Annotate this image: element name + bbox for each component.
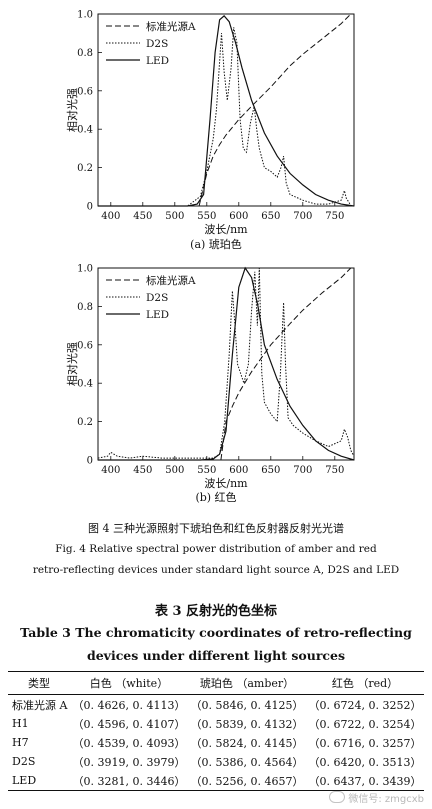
cell-amber: （0. 5256, 0. 4657） [190, 774, 304, 788]
chart-svg: 400 450 500 550 600 650 700 750 0 0.2 0.4 0.6 0.8 1.0… [65, 10, 355, 236]
table-row: H1 （0. 4596, 0. 4107） （0. 5839, 0. 4132）… [8, 714, 424, 733]
y-tick-label: 0.2 [77, 163, 93, 174]
row-type: H1 [12, 717, 29, 730]
x-tick-label: 750 [325, 211, 344, 222]
series-dotted-line [98, 27, 352, 207]
series-solid-line [98, 266, 355, 461]
chart-amber: 400 450 500 550 600 650 700 750 0 0.2 0.4 0.6 0.8 1.0… [0, 0, 432, 236]
y-tick-label: 0.8 [77, 302, 93, 313]
figure-caption-en-line1: Fig. 4 Relative spectral power distribut… [55, 543, 377, 555]
y-tick-label: 0.6 [77, 86, 93, 97]
y-tick-label: 0 [87, 202, 93, 213]
row-type: H7 [12, 736, 29, 749]
y-tick-label: 1.0 [77, 10, 93, 21]
watermark-text: 微信号: zmgcxb [348, 794, 424, 805]
row-type: LED [12, 774, 37, 787]
watermark: 微信号: zmgcxb [329, 790, 424, 805]
x-tick-label: 700 [293, 211, 312, 222]
x-tick-label: 650 [261, 465, 280, 476]
x-tick-label: 600 [229, 465, 248, 476]
y-axis-label: 相对光强 [65, 88, 79, 132]
table-header-row: 类型 白色 （white） 琥珀色 （amber） 红色 （red） [8, 671, 424, 695]
y-tick-label: 1.0 [77, 264, 93, 275]
x-tick-label: 400 [101, 211, 120, 222]
x-tick-label: 550 [197, 211, 216, 222]
cell-red: （0. 6724, 0. 3252） [308, 698, 422, 712]
plot-frame [97, 267, 355, 461]
cell-white: （0. 3281, 0. 3446） [72, 774, 186, 788]
x-tick-label: 400 [101, 465, 120, 476]
row-type: 标准光源 A [12, 698, 68, 712]
chart-svg: 400 450 500 550 600 650 700 750 0 0.2 0.4 0.6 0.8 1.0… [65, 264, 355, 490]
legend-label: 标准光源A [146, 20, 196, 33]
x-axis-label: 波长/nm [204, 223, 248, 236]
x-tick-label: 550 [197, 465, 216, 476]
table-title-en-line2: devices under different light sources [86, 648, 346, 663]
cell-red: （0. 6722, 0. 3254） [308, 717, 422, 731]
y-tick-label: 0.4 [77, 125, 93, 136]
plot-frame [97, 13, 355, 207]
y-axis-label: 相对光强 [65, 342, 79, 386]
legend-label: D2S [146, 38, 168, 50]
legend-label: LED [146, 309, 169, 321]
cell-amber: （0. 5824, 0. 4145） [190, 736, 304, 750]
cell-amber: （0. 5846, 0. 4125） [190, 698, 304, 712]
subfigure-label-b: (b) 红色 [195, 491, 237, 504]
x-tick-label: 450 [133, 465, 152, 476]
header-amber: 琥珀色 （amber） [199, 677, 295, 690]
x-tick-label: 500 [165, 465, 184, 476]
cell-white: （0. 4596, 0. 4107） [72, 717, 186, 731]
header-red: 红色 （red） [331, 677, 399, 690]
y-tick-label: 0 [87, 456, 93, 467]
cell-red: （0. 6716, 0. 3257） [308, 736, 422, 750]
table-row: LED （0. 3281, 0. 3446） （0. 5256, 0. 4657… [8, 771, 424, 791]
table-title-en-line1: Table 3 The chromaticity coordinates of … [20, 625, 412, 640]
x-tick-label: 600 [229, 211, 248, 222]
chart-red: 400 450 500 550 600 650 700 750 0 0.2 0.4 0.6 0.8 1.0… [0, 254, 432, 490]
cell-white: （0. 4626, 0. 4113） [72, 698, 186, 712]
table-row: 标准光源 A （0. 4626, 0. 4113） （0. 5846, 0. 4… [8, 695, 424, 715]
x-tick-label: 750 [325, 465, 344, 476]
wechat-icon [329, 791, 346, 803]
header-white: 白色 （white） [89, 677, 169, 690]
figure-caption-en-line2: retro-reflecting devices under standard … [32, 564, 400, 576]
x-tick-label: 700 [293, 465, 312, 476]
subfigure-label-a: (a) 琥珀色 [190, 238, 242, 251]
y-tick-label: 0.8 [77, 48, 93, 59]
cell-white: （0. 3919, 0. 3979） [72, 755, 186, 769]
cell-white: （0. 4539, 0. 4093） [72, 736, 186, 750]
cell-red: （0. 6420, 0. 3513） [308, 755, 422, 769]
x-tick-label: 650 [261, 211, 280, 222]
x-tick-label: 500 [165, 211, 184, 222]
table-row: H7 （0. 4539, 0. 4093） （0. 5824, 0. 4145）… [8, 733, 424, 752]
series-dashed-line [220, 267, 352, 461]
x-axis-label: 波长/nm [204, 477, 248, 490]
cell-amber: （0. 5386, 0. 4564） [190, 755, 304, 769]
y-tick-label: 0.4 [77, 379, 93, 390]
legend-label: LED [146, 55, 169, 67]
cell-amber: （0. 5839, 0. 4132） [190, 717, 304, 731]
table-row: D2S （0. 3919, 0. 3979） （0. 5386, 0. 4564… [8, 752, 424, 771]
cell-red: （0. 6437, 0. 3439） [308, 774, 422, 788]
series-dashed-line [198, 13, 352, 207]
row-type: D2S [12, 755, 36, 768]
chromaticity-table: 类型 白色 （white） 琥珀色 （amber） 红色 （red） 标准光源 … [8, 671, 424, 791]
legend-label: D2S [146, 292, 168, 304]
series-solid-line [98, 15, 355, 207]
table-title-cn: 表 3 反射光的色坐标 [154, 604, 278, 619]
figure-caption-cn: 图 4 三种光源照射下琥珀色和红色反射器反射光光谱 [88, 522, 344, 535]
header-type: 类型 [27, 677, 50, 690]
y-tick-label: 0.2 [77, 417, 93, 428]
y-tick-label: 0.6 [77, 340, 93, 351]
legend-label: 标准光源A [146, 274, 196, 287]
x-tick-label: 450 [133, 211, 152, 222]
